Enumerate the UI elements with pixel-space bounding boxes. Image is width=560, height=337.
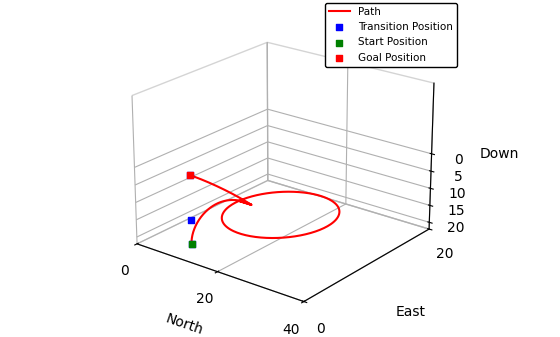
Y-axis label: East: East	[395, 305, 425, 319]
X-axis label: North: North	[164, 311, 206, 337]
Legend: Path, Transition Position, Start Position, Goal Position: Path, Transition Position, Start Positio…	[325, 3, 457, 67]
